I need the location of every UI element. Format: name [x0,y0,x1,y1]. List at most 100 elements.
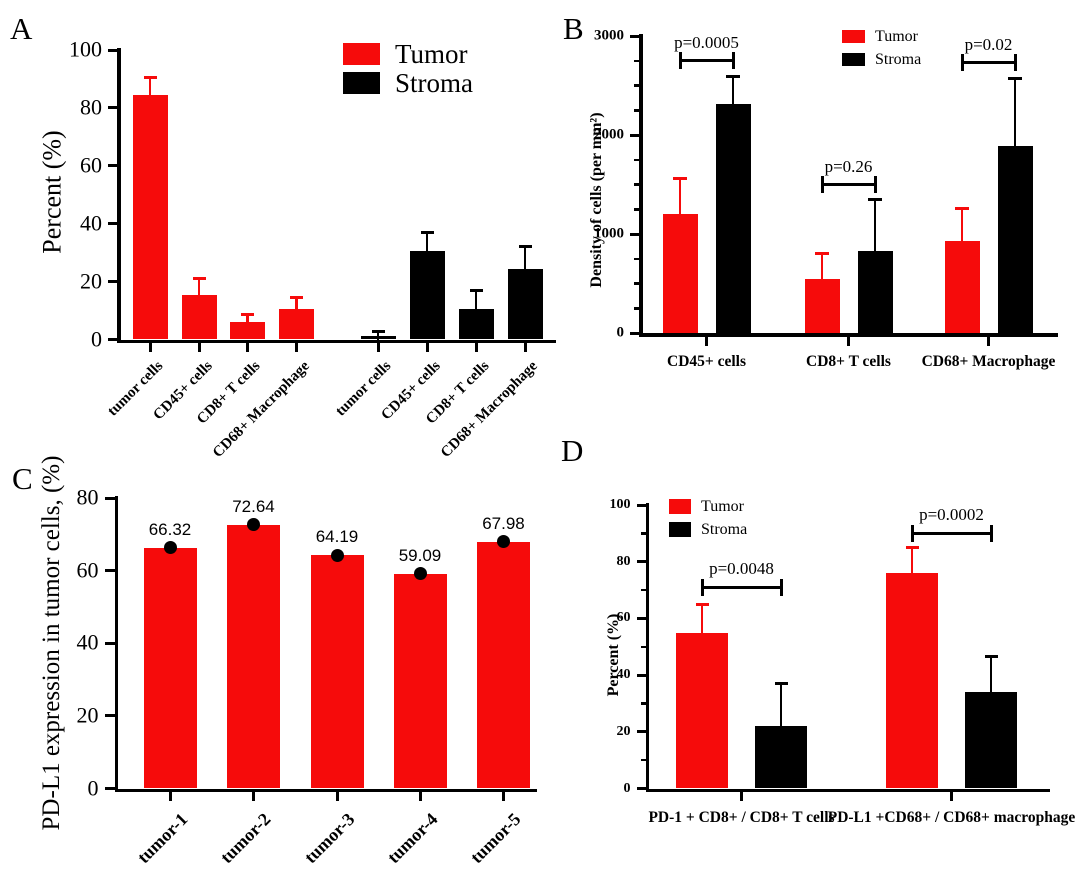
bar [181,294,217,340]
x-tick [418,792,422,801]
error-bar-line [820,253,824,285]
error-bar-cap [469,288,483,292]
data-point-dot [163,541,177,555]
y-minor-tick [634,158,639,161]
p-value-label: p=0.02 [964,34,1013,54]
x-tick [148,343,152,352]
error-bar-line [295,297,298,316]
data-point-dot [330,548,344,562]
y-tick-label: 40 [76,629,99,655]
data-point-dot [413,567,427,581]
y-minor-tick [640,758,646,762]
error-bar-line [910,547,914,580]
y-tick-label: 1000 [594,225,624,242]
error-bar-line [523,246,527,275]
legend-label: Stroma [875,50,922,68]
error-bar-cap [726,75,740,79]
y-tick-label: 20 [616,723,631,739]
y-tick [104,641,115,645]
value-label: 66.32 [148,519,192,539]
y-tick-label: 80 [616,553,631,569]
y-tick-label: 60 [616,610,631,626]
y-tick [108,48,117,52]
significance-bracket [910,531,993,535]
y-minor-tick [634,282,639,285]
error-bar-line [960,208,964,247]
y-tick-label: 2000 [594,126,624,143]
x-category-label: CD8+ T cells [806,352,891,370]
x-axis-line [114,788,537,792]
bracket-end-cap [960,54,964,72]
panel-letter: C [12,461,33,496]
p-value-label: p=0.0002 [919,505,984,525]
bar [662,214,698,333]
y-tick [630,331,639,335]
y-tick [636,503,646,507]
y-tick [108,222,117,226]
value-label: 67.98 [482,513,525,533]
error-bar-line [474,290,478,316]
x-tick [987,336,990,346]
bracket-end-cap [820,176,824,193]
legend-swatch [669,499,691,514]
legend-label: Tumor [395,38,468,69]
bar [676,632,728,789]
legend-label: Tumor [875,27,918,45]
error-bar-line [376,331,380,342]
error-bar-cap [905,546,919,550]
y-tick [636,787,646,790]
panel-letter: D [561,433,584,468]
bar [143,547,197,789]
bracket-end-cap [873,176,877,193]
y-tick [630,232,639,236]
y-tick [104,787,115,790]
x-tick [705,336,708,346]
x-axis-line [639,333,1058,337]
error-bar-cap [955,206,969,210]
y-tick-label: 0 [616,324,625,341]
bracket-end-cap [1013,54,1017,72]
x-axis-line [645,788,1050,792]
error-bar-cap [518,245,532,249]
bar [230,322,265,340]
bar [857,250,893,333]
y-tick-label: 40 [80,210,102,236]
bar [804,278,840,333]
error-bar-cap [241,313,254,317]
x-tick [523,343,527,352]
y-tick-label: 100 [69,36,102,62]
x-tick [295,343,298,352]
y-tick-label: 0 [87,775,99,801]
bar [132,94,168,340]
p-value-label: p=0.0005 [674,32,739,52]
legend-swatch [842,30,865,43]
bracket-end-cap [910,524,914,542]
x-tick [168,792,172,801]
y-tick [104,569,115,573]
value-label: 64.19 [315,527,359,547]
error-bar-line [731,76,735,111]
bar [944,240,980,333]
y-axis-line [645,503,649,792]
x-tick [847,336,850,346]
y-minor-tick [640,532,646,535]
legend-swatch [669,522,691,537]
error-bar-cap [673,177,687,181]
error-bar-cap [1008,77,1022,81]
y-tick [108,338,117,341]
error-bar-line [425,232,429,258]
y-tick [636,730,646,734]
bar [227,524,280,789]
y-tick-label: 0 [623,780,631,796]
y-tick [636,616,646,620]
legend-label: Stroma [395,67,473,98]
bar [310,555,364,789]
legend-swatch [343,43,380,65]
y-minor-tick [640,588,646,592]
y-tick [108,106,117,110]
bar [393,573,447,789]
error-bar-line [1013,78,1017,152]
